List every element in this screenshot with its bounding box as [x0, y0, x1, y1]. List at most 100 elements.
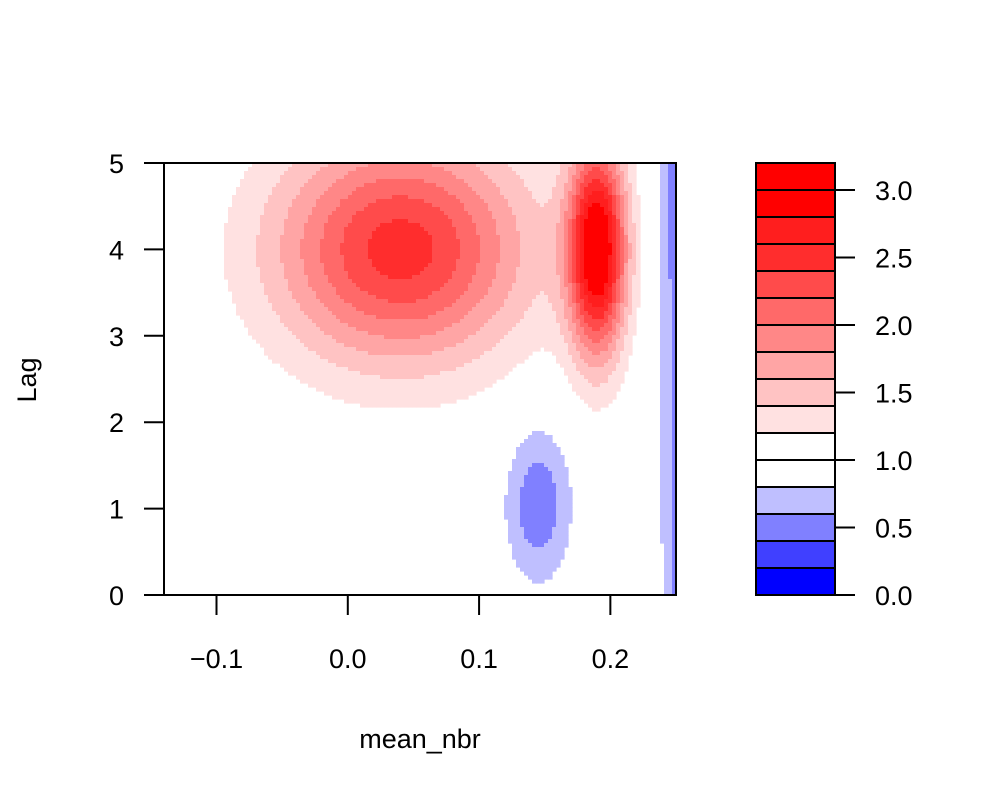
- contour-cell: [364, 399, 369, 404]
- contour-cell: [544, 259, 549, 264]
- contour-cell: [560, 463, 565, 468]
- contour-cell: [424, 335, 429, 340]
- contour-cell: [556, 519, 561, 524]
- contour-cell: [420, 359, 425, 364]
- contour-cell: [268, 343, 273, 348]
- contour-cell: [256, 323, 261, 328]
- contour-cell: [396, 191, 401, 196]
- contour-cell: [508, 271, 513, 276]
- contour-cell: [352, 315, 357, 320]
- contour-cell: [520, 251, 525, 256]
- contour-cell: [348, 331, 353, 336]
- contour-cell: [352, 367, 357, 372]
- contour-cell: [472, 175, 477, 180]
- contour-cell: [320, 219, 325, 224]
- contour-cell: [552, 303, 557, 308]
- contour-cell: [420, 179, 425, 184]
- contour-cell: [288, 291, 293, 296]
- contour-cell: [348, 355, 353, 360]
- contour-cell: [544, 235, 549, 240]
- contour-cell: [312, 247, 317, 252]
- contour-cell: [292, 207, 297, 212]
- contour-cell: [552, 191, 557, 196]
- contour-cell: [376, 311, 381, 316]
- contour-cell: [440, 187, 445, 192]
- contour-cell: [292, 247, 297, 252]
- contour-cell: [272, 343, 277, 348]
- contour-cell: [384, 367, 389, 372]
- contour-cell: [468, 263, 473, 268]
- contour-cell: [556, 271, 561, 276]
- contour-cell: [396, 399, 401, 404]
- contour-cell: [488, 243, 493, 248]
- contour-cell: [304, 223, 309, 228]
- contour-cell: [520, 219, 525, 224]
- contour-cell: [268, 351, 273, 356]
- contour-cell: [536, 263, 541, 268]
- contour-cell: [368, 287, 373, 292]
- contour-cell: [492, 311, 497, 316]
- contour-cell: [384, 227, 389, 232]
- contour-cell: [488, 227, 493, 232]
- contour-cell: [544, 319, 549, 324]
- contour-cell: [424, 327, 429, 332]
- contour-cell: [456, 391, 461, 396]
- contour-cell: [496, 299, 501, 304]
- contour-cell: [492, 299, 497, 304]
- contour-cell: [248, 251, 253, 256]
- contour-cell: [356, 307, 361, 312]
- contour-cell: [560, 251, 565, 256]
- contour-cell: [328, 303, 333, 308]
- contour-cell: [472, 267, 477, 272]
- contour-cell: [284, 187, 289, 192]
- contour-cell: [504, 187, 509, 192]
- contour-cell: [492, 259, 497, 264]
- contour-cell: [332, 387, 337, 392]
- contour-cell: [256, 311, 261, 316]
- contour-cell: [412, 399, 417, 404]
- contour-cell: [556, 507, 561, 512]
- contour-cell: [560, 315, 565, 320]
- contour-cell: [336, 227, 341, 232]
- contour-cell: [308, 239, 313, 244]
- contour-cell: [308, 175, 313, 180]
- contour-cell: [340, 239, 345, 244]
- contour-cell: [360, 379, 365, 384]
- contour-cell: [260, 343, 265, 348]
- contour-cell: [512, 471, 517, 476]
- contour-cell: [364, 275, 369, 280]
- contour-cell: [236, 263, 241, 268]
- contour-cell: [548, 443, 553, 448]
- contour-cell: [548, 575, 553, 580]
- contour-cell: [400, 339, 405, 344]
- contour-cell: [440, 359, 445, 364]
- contour-cell: [384, 351, 389, 356]
- contour-cell: [356, 263, 361, 268]
- contour-cell: [536, 543, 541, 548]
- contour-cell: [516, 355, 521, 360]
- contour-cell: [260, 291, 265, 296]
- contour-cell: [476, 227, 481, 232]
- contour-cell: [300, 175, 305, 180]
- contour-cell: [376, 367, 381, 372]
- contour-cell: [268, 287, 273, 292]
- contour-cell: [516, 295, 521, 300]
- contour-cell: [236, 199, 241, 204]
- contour-cell: [320, 171, 325, 176]
- contour-cell: [396, 315, 401, 320]
- contour-cell: [260, 335, 265, 340]
- contour-cell: [528, 499, 533, 504]
- contour-cell: [412, 211, 417, 216]
- contour-cell: [468, 239, 473, 244]
- contour-cell: [460, 351, 465, 356]
- contour-cell: [512, 199, 517, 204]
- contour-cell: [368, 403, 373, 408]
- contour-cell: [332, 179, 337, 184]
- contour-cell: [416, 191, 421, 196]
- contour-cell: [368, 259, 373, 264]
- contour-cell: [404, 287, 409, 292]
- contour-cell: [520, 199, 525, 204]
- contour-cell: [388, 191, 393, 196]
- contour-cell: [432, 215, 437, 220]
- contour-cell: [552, 479, 557, 484]
